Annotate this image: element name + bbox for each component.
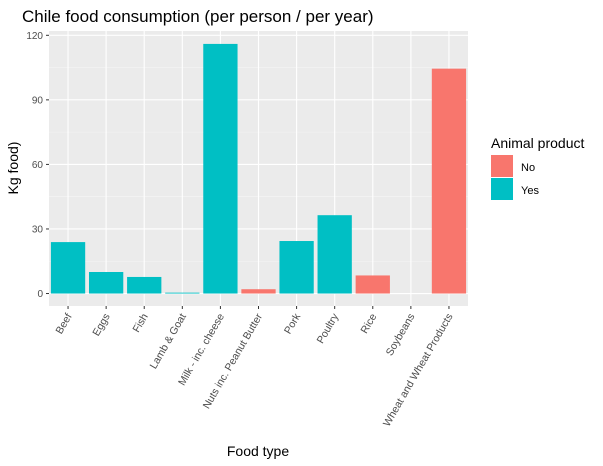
legend-label-no: No — [521, 162, 535, 174]
legend-label-yes: Yes — [521, 185, 539, 197]
bar-poultry — [317, 215, 352, 294]
chart-title: Chile food consumption (per person / per… — [22, 7, 374, 26]
legend-title: Animal product — [491, 135, 584, 151]
y-tick-label: 60 — [32, 160, 44, 171]
legend: Animal product No Yes — [491, 135, 584, 200]
bar-layer — [50, 43, 467, 294]
bar-beef — [50, 242, 86, 294]
x-tick-label: Pork — [282, 311, 304, 336]
x-tick-label: Wheat and Wheat Products — [381, 312, 456, 429]
x-axis-title: Food type — [227, 443, 289, 459]
y-tick-label: 0 — [37, 289, 43, 300]
legend-key-yes — [491, 178, 513, 200]
x-tick-label: Fish — [131, 311, 151, 334]
x-tick-label: Beef — [53, 311, 74, 336]
y-tick-label: 30 — [32, 224, 44, 235]
bar-eggs — [88, 272, 124, 294]
y-axis: 0 30 60 90 120 — [26, 31, 49, 300]
legend-key-no — [491, 155, 513, 177]
bar-fish — [127, 276, 162, 294]
bar-lamb-goat — [165, 292, 200, 294]
x-tick-label: Eggs — [90, 312, 112, 339]
y-tick-label: 90 — [32, 95, 44, 106]
bar-wheat-and-wheat-products — [431, 68, 467, 294]
y-axis-title: Kg food) — [5, 142, 21, 195]
bar-nuts-inc-peanut-butter — [241, 289, 276, 294]
bar-pork — [279, 241, 314, 294]
y-tick-label: 120 — [26, 31, 43, 42]
x-tick-label: Poultry — [315, 311, 342, 346]
x-tick-label: Lamb & Goat — [148, 311, 189, 371]
bar-rice — [355, 275, 390, 294]
x-tick-label: Rice — [358, 311, 379, 335]
bar-milk-inc-cheese — [203, 43, 238, 294]
x-tick-label: Soybeans — [384, 312, 418, 358]
